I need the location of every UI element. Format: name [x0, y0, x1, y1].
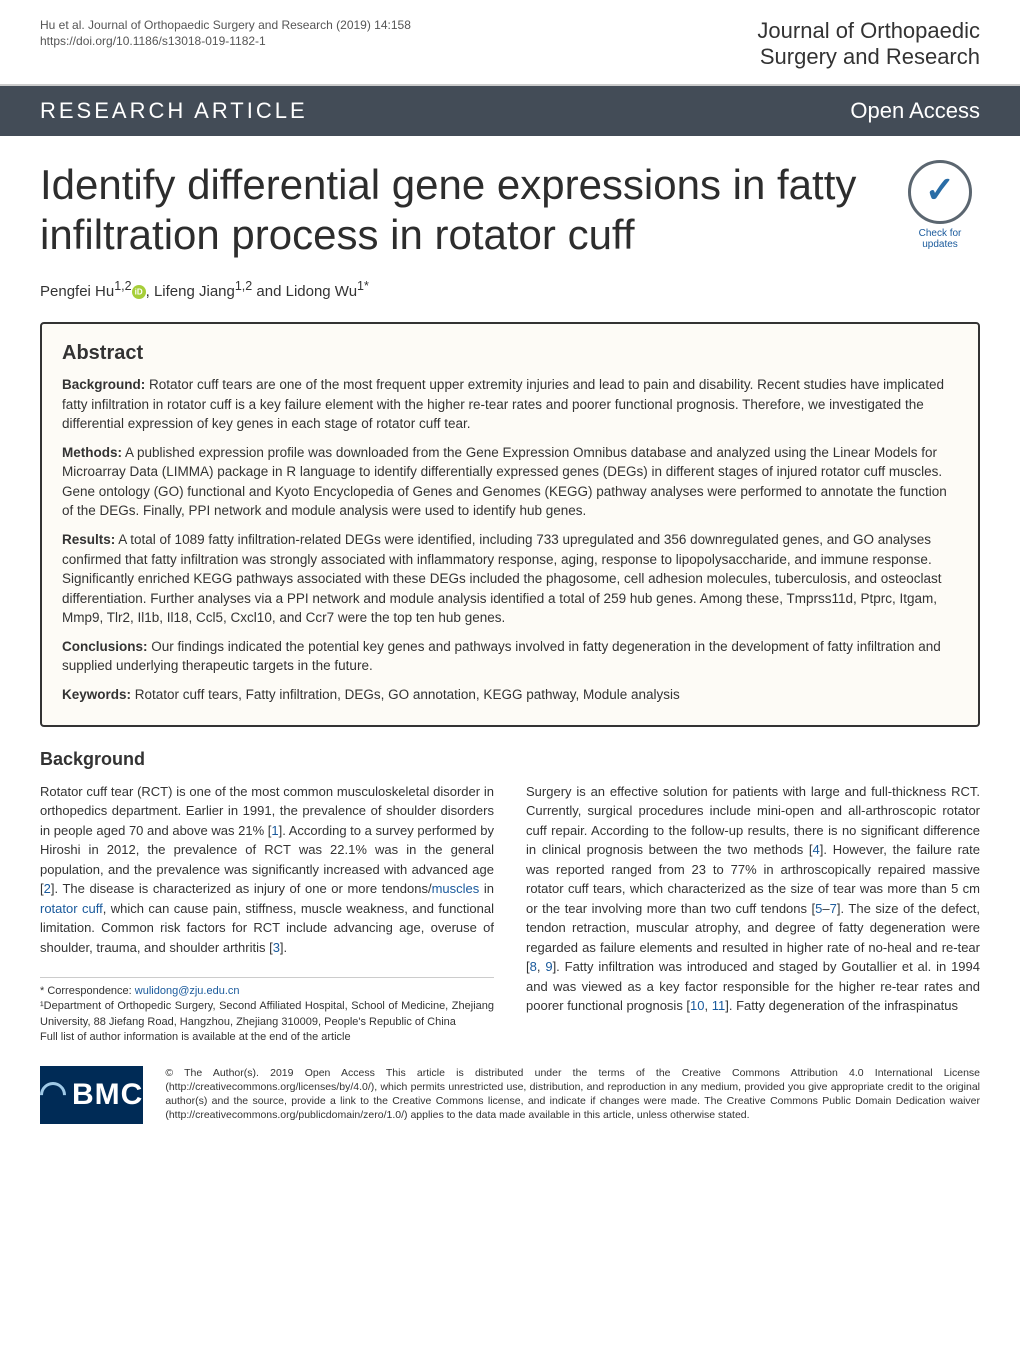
- ref-1[interactable]: 1: [271, 823, 278, 838]
- abstract-background: Background: Rotator cuff tears are one o…: [62, 375, 958, 434]
- orcid-icon[interactable]: [132, 285, 146, 299]
- authors-line: Pengfei Hu1,2, Lifeng Jiang1,2 and Lidon…: [0, 267, 1020, 322]
- abstract-box: Abstract Background: Rotator cuff tears …: [40, 322, 980, 726]
- rt-comma2: ,: [705, 998, 712, 1013]
- check-icon: [908, 160, 972, 224]
- check-label-1: Check for: [900, 228, 980, 239]
- left-column: Rotator cuff tear (RCT) is one of the mo…: [40, 782, 494, 1046]
- surgery-paragraph: Surgery is an effective solution for pat…: [526, 782, 980, 1016]
- article-type-label: RESEARCH ARTICLE: [40, 98, 308, 124]
- background-section: Background: [0, 727, 1020, 782]
- abstract-results-text: A total of 1089 fatty infiltration-relat…: [62, 532, 941, 625]
- check-label-2: updates: [900, 239, 980, 250]
- abstract-heading: Abstract: [62, 342, 958, 365]
- rt-e: ]. Fatty degeneration of the infraspinat…: [725, 998, 958, 1013]
- citation-line1: Hu et al. Journal of Orthopaedic Surgery…: [40, 18, 411, 32]
- right-column: Surgery is an effective solution for pat…: [526, 782, 980, 1046]
- abstract-methods: Methods: A published expression profile …: [62, 443, 958, 521]
- affiliation-1: ¹Department of Orthopedic Surgery, Secon…: [40, 999, 494, 1030]
- ref-4[interactable]: 4: [813, 842, 820, 857]
- ref-3[interactable]: 3: [273, 940, 280, 955]
- bg-text-f: ].: [280, 940, 287, 955]
- article-title: Identify differential gene expressions i…: [40, 160, 890, 259]
- author-2-affil: 1,2: [235, 279, 252, 293]
- abstract-methods-text: A published expression profile was downl…: [62, 445, 947, 519]
- bmc-logo: BMC: [40, 1066, 143, 1124]
- body-two-column: Rotator cuff tear (RCT) is one of the mo…: [0, 782, 1020, 1046]
- ref-10[interactable]: 10: [690, 998, 704, 1013]
- bg-text-d: in: [479, 881, 494, 896]
- correspondence-line: * Correspondence: wulidong@zju.edu.cn: [40, 984, 494, 999]
- correspondence-block: * Correspondence: wulidong@zju.edu.cn ¹D…: [40, 977, 494, 1046]
- author-1-affil: 1,2: [114, 279, 131, 293]
- journal-line2: Surgery and Research: [757, 44, 980, 70]
- keywords-text: Rotator cuff tears, Fatty infiltration, …: [131, 687, 680, 702]
- author-2-pre: , Lifeng Jiang: [146, 283, 235, 300]
- link-rotator-cuff[interactable]: rotator cuff: [40, 901, 103, 916]
- author-3-affil: 1*: [357, 279, 369, 293]
- abstract-conclusions-lead: Conclusions:: [62, 639, 148, 654]
- abstract-keywords: Keywords: Rotator cuff tears, Fatty infi…: [62, 685, 958, 705]
- keywords-lead: Keywords:: [62, 687, 131, 702]
- abstract-results-lead: Results:: [62, 532, 115, 547]
- license-text: © The Author(s). 2019 Open Access This a…: [165, 1066, 980, 1123]
- ref-9[interactable]: 9: [545, 959, 552, 974]
- top-header: Hu et al. Journal of Orthopaedic Surgery…: [0, 0, 1020, 86]
- background-paragraph: Rotator cuff tear (RCT) is one of the mo…: [40, 782, 494, 958]
- abstract-conclusions-text: Our findings indicated the potential key…: [62, 639, 941, 674]
- link-muscles[interactable]: muscles: [432, 881, 480, 896]
- correspondence-email[interactable]: wulidong@zju.edu.cn: [135, 985, 240, 997]
- bmc-spring-icon: [35, 1076, 72, 1113]
- abstract-conclusions: Conclusions: Our findings indicated the …: [62, 637, 958, 676]
- ref-2[interactable]: 2: [44, 881, 51, 896]
- journal-line1: Journal of Orthopaedic: [757, 18, 980, 44]
- open-access-label: Open Access: [850, 98, 980, 124]
- citation-block: Hu et al. Journal of Orthopaedic Surgery…: [40, 18, 411, 48]
- bg-text-e: , which can cause pain, stiffness, muscl…: [40, 901, 494, 955]
- abstract-results: Results: A total of 1089 fatty infiltrat…: [62, 530, 958, 628]
- journal-name: Journal of Orthopaedic Surgery and Resea…: [757, 18, 980, 70]
- rt-dash: –: [822, 901, 829, 916]
- author-1: Pengfei Hu: [40, 283, 114, 300]
- footer: BMC © The Author(s). 2019 Open Access Th…: [0, 1046, 1020, 1154]
- title-row: Identify differential gene expressions i…: [0, 136, 1020, 267]
- full-author-list-note: Full list of author information is avail…: [40, 1030, 494, 1045]
- check-updates-badge[interactable]: Check for updates: [900, 160, 980, 250]
- author-3-pre: and Lidong Wu: [252, 283, 357, 300]
- abstract-methods-lead: Methods:: [62, 445, 122, 460]
- abstract-background-text: Rotator cuff tears are one of the most f…: [62, 377, 944, 431]
- background-heading: Background: [40, 749, 980, 770]
- ref-7[interactable]: 7: [830, 901, 837, 916]
- article-type-banner: RESEARCH ARTICLE Open Access: [0, 86, 1020, 136]
- citation-doi: https://doi.org/10.1186/s13018-019-1182-…: [40, 34, 411, 48]
- abstract-background-lead: Background:: [62, 377, 145, 392]
- ref-11[interactable]: 11: [712, 998, 726, 1013]
- bmc-text: BMC: [72, 1078, 143, 1112]
- ref-8[interactable]: 8: [530, 959, 537, 974]
- correspondence-label: * Correspondence:: [40, 985, 135, 997]
- bg-text-c: ]. The disease is characterized as injur…: [51, 881, 432, 896]
